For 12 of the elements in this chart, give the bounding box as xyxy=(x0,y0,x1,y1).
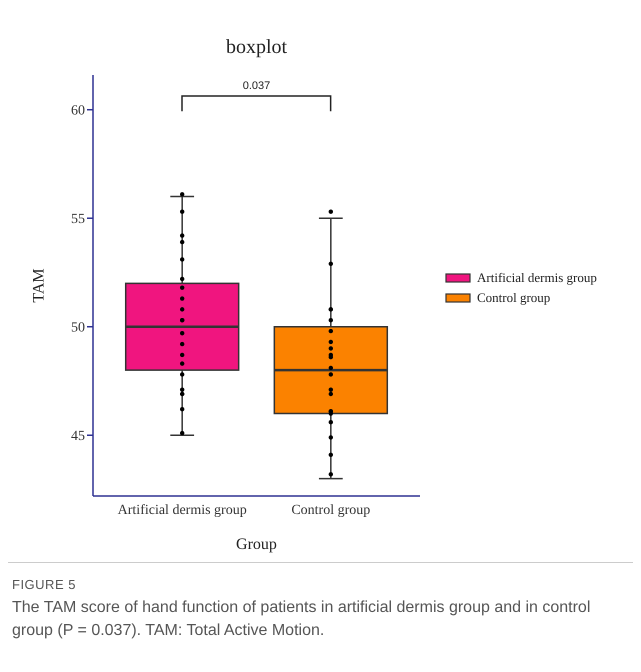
y-tick-label: 55 xyxy=(71,212,85,228)
chart-title: boxplot xyxy=(224,36,288,59)
x-axis-title: Group xyxy=(236,536,277,553)
y-tick-label: 60 xyxy=(71,104,85,119)
annotation: 0.037 xyxy=(242,80,272,92)
legend-label: Control group xyxy=(477,290,550,306)
y-tick-label: 45 xyxy=(71,429,85,444)
text: The TAM score of hand function of patients in artificial dermis group and in control group (P = 0.037). TAM: Total Active Motion. xyxy=(12,598,592,641)
legend-label: Artificial dermis group xyxy=(477,270,597,286)
y-axis-title: TAM xyxy=(30,268,48,303)
caption: FIGURE 5 xyxy=(12,577,77,592)
y-tick-label: 50 xyxy=(71,320,85,336)
